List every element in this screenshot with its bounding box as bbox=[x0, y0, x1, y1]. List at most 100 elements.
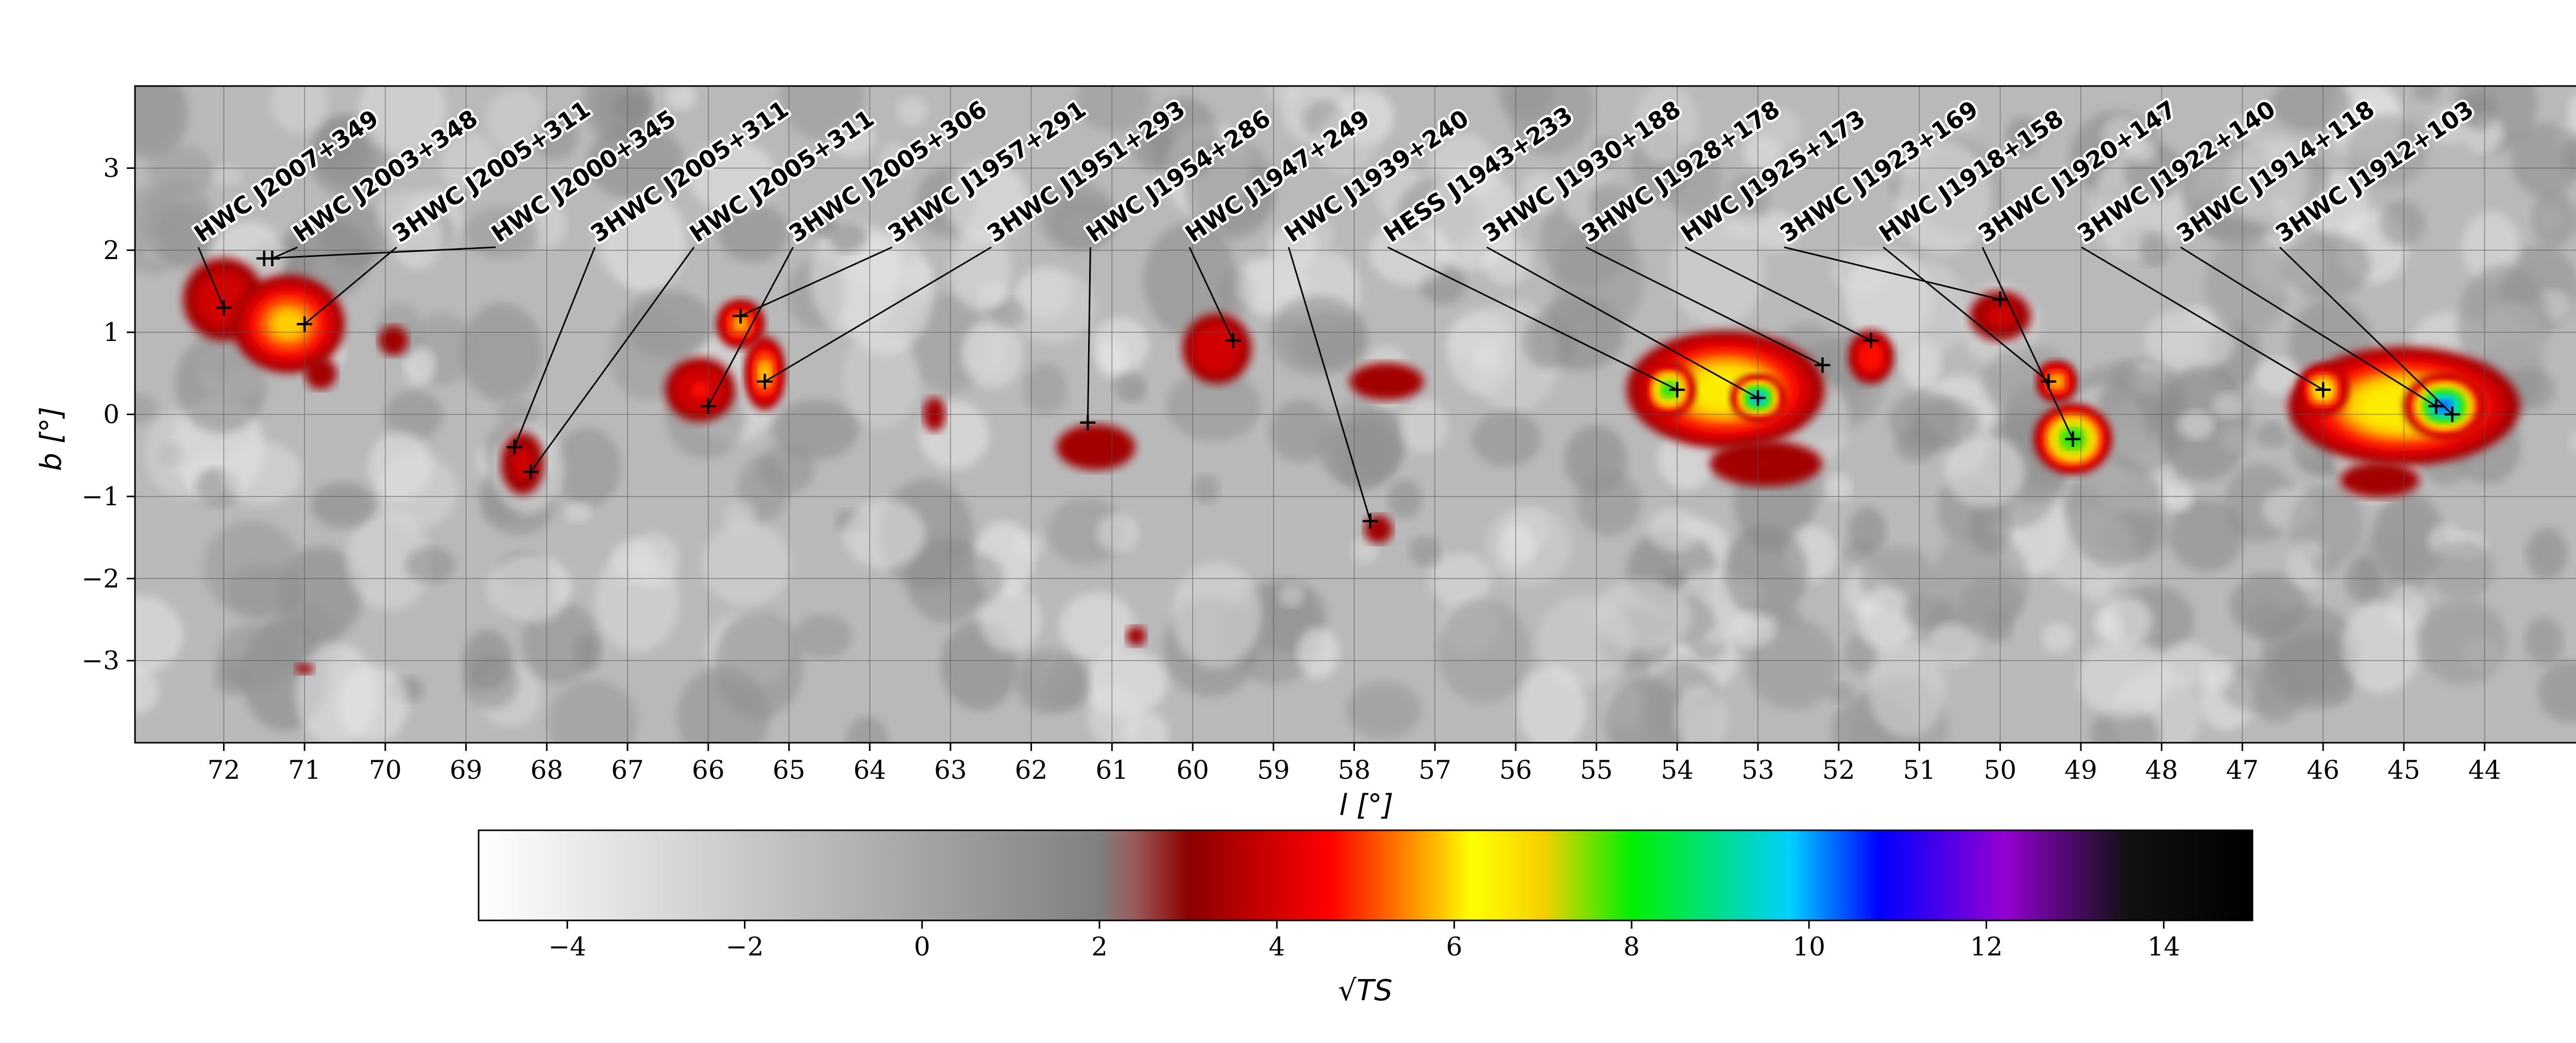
noise-patch bbox=[594, 215, 652, 276]
contour-level bbox=[304, 357, 337, 390]
noise-patch bbox=[175, 333, 267, 434]
source-marker bbox=[1225, 333, 1241, 349]
noise-patch bbox=[1889, 391, 1961, 450]
noise-patch bbox=[1166, 370, 1261, 441]
source-leader-line bbox=[272, 246, 298, 260]
noise-patch bbox=[810, 221, 899, 335]
noise-patch bbox=[2462, 211, 2520, 283]
noise-patch bbox=[497, 399, 537, 427]
noise-patch bbox=[2429, 540, 2495, 600]
source-leader-line bbox=[1883, 246, 2049, 382]
noise-patch bbox=[2345, 557, 2381, 603]
noise-patch bbox=[1172, 562, 1262, 668]
noise-patch bbox=[2346, 114, 2428, 188]
x-axis-label: l [°] bbox=[1339, 789, 1393, 822]
noise-patch bbox=[2313, 553, 2339, 578]
colorbar-tick-label: −2 bbox=[726, 932, 764, 962]
contour-level bbox=[1349, 363, 1424, 401]
noise-patch bbox=[143, 179, 215, 267]
x-tick-label: 69 bbox=[450, 755, 483, 785]
noise-patch bbox=[1269, 399, 1332, 463]
noise-patch bbox=[2246, 601, 2287, 639]
x-tick-label: 60 bbox=[1176, 755, 1209, 785]
y-tick-label: 2 bbox=[103, 235, 120, 265]
x-tick-label: 59 bbox=[1257, 755, 1290, 785]
noise-patch bbox=[1351, 537, 1378, 564]
y-axis-label: b [°] bbox=[35, 406, 68, 471]
noise-patch bbox=[460, 303, 544, 402]
noise-patch bbox=[2538, 660, 2576, 723]
significance-blob bbox=[304, 357, 337, 390]
noise-patch bbox=[2204, 236, 2290, 335]
x-tick-label: 62 bbox=[1015, 755, 1048, 785]
noise-patch bbox=[368, 432, 432, 500]
noise-patch bbox=[1647, 508, 1703, 551]
noise-patch bbox=[1742, 106, 1801, 154]
source-leader-line bbox=[1189, 247, 1234, 341]
noise-patch bbox=[1429, 552, 1492, 606]
noise-patch bbox=[965, 327, 1004, 376]
significance-blob bbox=[1126, 626, 1146, 646]
noise-patch bbox=[2255, 421, 2292, 448]
noise-patch bbox=[1726, 173, 1770, 223]
noise-patch bbox=[701, 522, 791, 606]
noise-patch bbox=[1291, 311, 1366, 367]
x-axis-ticks: 72 71 70 69 68 67 66 65 64 63 62 61 60 59 58 57 56 55 54 53… bbox=[208, 743, 2501, 785]
x-tick-label: 54 bbox=[1661, 755, 1694, 785]
noise-patch bbox=[377, 191, 433, 242]
x-tick-label: 72 bbox=[208, 755, 241, 785]
noise-patch bbox=[1857, 586, 1914, 652]
noise-patch bbox=[1345, 680, 1422, 739]
noise-patch bbox=[1592, 136, 1621, 167]
noise-patch bbox=[2461, 92, 2496, 130]
noise-patch bbox=[1952, 110, 1978, 131]
source-marker bbox=[2428, 398, 2444, 414]
noise-patch bbox=[1880, 261, 1968, 358]
noise-patch bbox=[2006, 116, 2041, 156]
source-marker bbox=[256, 250, 272, 266]
noise-patch bbox=[1097, 512, 1139, 553]
contour-level bbox=[1126, 626, 1146, 646]
noise-patch bbox=[464, 206, 539, 260]
contour-level bbox=[1870, 355, 1872, 358]
noise-patch bbox=[1670, 214, 1765, 327]
source-leader-line bbox=[264, 246, 496, 260]
noise-patch bbox=[384, 390, 443, 440]
colorbar-ticks: −4 −2 0 2 4 6 8 10 12 14 bbox=[548, 920, 2180, 962]
source-leader-line bbox=[1486, 246, 1758, 399]
significance-blob bbox=[1182, 313, 1252, 384]
noise-patch bbox=[548, 679, 638, 743]
noise-patch bbox=[614, 93, 651, 122]
noise-patch bbox=[829, 222, 867, 253]
source-marker bbox=[757, 373, 773, 389]
noise-patch bbox=[2412, 86, 2441, 102]
noise-patch bbox=[676, 666, 769, 743]
noise-patch bbox=[2509, 369, 2556, 411]
noise-patch bbox=[1896, 142, 1993, 254]
source-leader-line bbox=[740, 246, 893, 317]
y-axis-ticks: 3 2 1 0 −1 −2 −3 bbox=[81, 153, 135, 676]
source-leader-line bbox=[1387, 246, 1678, 391]
noise-patch bbox=[2084, 579, 2112, 603]
significance-blob bbox=[378, 326, 409, 356]
colorbar-tick-label: 4 bbox=[1268, 932, 1285, 962]
noise-patch bbox=[2159, 323, 2200, 358]
x-tick-label: 44 bbox=[2468, 755, 2501, 785]
noise-patch bbox=[1553, 225, 1644, 334]
noise-patch bbox=[780, 86, 865, 141]
noise-patch bbox=[1120, 378, 1147, 403]
x-tick-label: 45 bbox=[2387, 755, 2420, 785]
noise-patch bbox=[565, 502, 591, 523]
colorbar-tick-label: 14 bbox=[2147, 932, 2180, 962]
noise-patch bbox=[1024, 364, 1067, 415]
noise-patch bbox=[319, 202, 391, 267]
contour-level bbox=[378, 326, 409, 356]
noise-patch bbox=[135, 595, 183, 675]
noise-patch bbox=[487, 554, 572, 623]
y-tick-label: −3 bbox=[81, 646, 120, 676]
colorbar-tick-label: 2 bbox=[1091, 932, 1108, 962]
noise-patch bbox=[404, 347, 436, 385]
significance-blob bbox=[501, 432, 544, 495]
noise-patch bbox=[609, 309, 686, 401]
